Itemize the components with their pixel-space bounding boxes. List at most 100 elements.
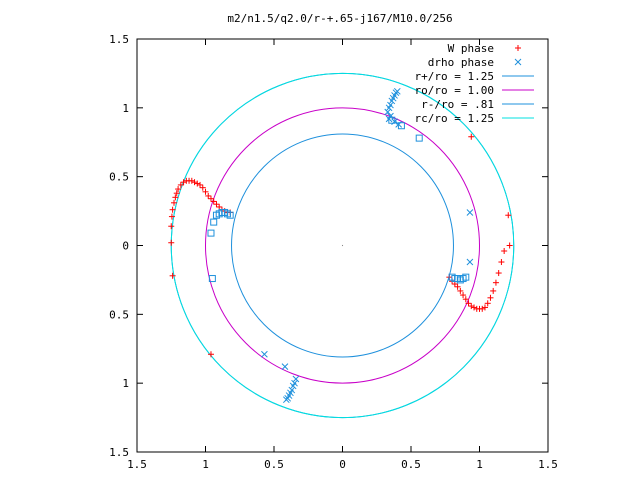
point-plus-3 (191, 179, 198, 186)
point-square-11 (226, 211, 234, 219)
point-plus-27 (169, 272, 176, 279)
point-plus-38 (471, 304, 478, 311)
y-tick-label: 1 (122, 102, 129, 115)
y-tick-label: 0.5 (109, 171, 129, 184)
point-cross-16 (289, 382, 297, 390)
point-plus-11 (213, 201, 220, 208)
y-tick-label: 1 (122, 377, 129, 390)
point-plus-48 (498, 259, 505, 266)
marker-stroke (466, 209, 474, 216)
legend-label: r+/ro = 1.25 (415, 70, 494, 83)
point-plus-25 (168, 223, 175, 230)
point-cross-21 (282, 396, 290, 404)
point-cross-22 (281, 363, 289, 371)
point-square-17 (462, 273, 470, 281)
point-square-2 (415, 134, 423, 142)
point-plus-5 (197, 181, 204, 188)
point-plus-46 (492, 279, 499, 286)
legend-key-1 (514, 58, 522, 66)
point-plus-41 (479, 305, 486, 312)
legend-label: r-/ro = .81 (421, 98, 494, 111)
marker-stroke (261, 350, 268, 358)
point-square-0 (388, 116, 396, 124)
point-plus-32 (454, 283, 461, 290)
y-tick-label: 0.5 (109, 308, 129, 321)
point-plus-18 (177, 181, 184, 188)
marker-stroke (462, 273, 470, 281)
point-plus-19 (175, 186, 182, 193)
marker-stroke (466, 258, 474, 266)
point-plus-50 (506, 242, 513, 249)
marker-stroke (514, 58, 522, 66)
point-plus-43 (484, 300, 491, 307)
x-tick-label: 1.5 (127, 458, 147, 471)
point-cross-0 (384, 108, 392, 116)
point-cross-7 (393, 87, 401, 95)
chart-title: m2/n1.5/q2.0/r-+.65-j167/M10.0/256 (227, 12, 452, 25)
point-plus-26 (168, 239, 175, 246)
point-plus-49 (501, 248, 508, 255)
marker-stroke (226, 211, 234, 219)
point-plus-8 (205, 192, 212, 199)
marker-stroke (208, 275, 216, 283)
legend-label: ro/ro = 1.00 (415, 84, 494, 97)
legend-label: rc/ro = 1.25 (415, 112, 494, 125)
point-cross-23 (261, 350, 268, 358)
point-plus-31 (451, 281, 458, 288)
point-plus-52 (468, 133, 475, 140)
point-plus-28 (207, 351, 214, 358)
marker-stroke (282, 396, 290, 404)
point-plus-2 (188, 177, 195, 184)
point-plus-21 (172, 194, 179, 201)
x-tick-label: 1 (476, 458, 483, 471)
legend-key-0 (515, 45, 521, 51)
point-plus-24 (168, 213, 175, 220)
point-plus-4 (194, 180, 201, 187)
point-plus-6 (199, 184, 206, 191)
x-tick-label: 1.5 (538, 458, 558, 471)
point-plus-44 (487, 294, 494, 301)
point-plus-7 (202, 188, 209, 195)
point-cross-12 (466, 209, 474, 216)
circle-series-2 (231, 133, 454, 358)
marker-stroke (384, 108, 392, 116)
x-tick-label: 0.5 (264, 458, 284, 471)
marker-stroke (393, 87, 401, 95)
point-plus-45 (490, 287, 497, 294)
marker-stroke (289, 382, 297, 390)
y-tick-label: 0 (122, 240, 129, 253)
point-plus-10 (210, 198, 217, 205)
origin-dot (341, 244, 344, 247)
point-plus-23 (169, 206, 176, 213)
marker-stroke (210, 218, 218, 226)
point-square-3 (210, 218, 218, 226)
point-plus-17 (180, 179, 187, 186)
point-plus-35 (462, 296, 469, 303)
point-plus-22 (170, 199, 177, 206)
marker-stroke (292, 375, 300, 383)
point-plus-33 (457, 287, 464, 294)
point-plus-51 (505, 212, 512, 219)
x-tick-label: 0.5 (401, 458, 421, 471)
marker-stroke (387, 101, 394, 109)
point-plus-34 (460, 292, 467, 299)
point-plus-20 (173, 190, 180, 197)
y-tick-label: 1.5 (109, 33, 129, 46)
legend-label: W phase (448, 42, 494, 55)
marker-stroke (207, 229, 215, 237)
point-cross-13 (466, 258, 474, 266)
marker-stroke (388, 116, 396, 124)
x-axis: 1.5 1 0.5 0 0.5 1 1.5 (127, 39, 558, 471)
circle-series-1 (205, 107, 480, 384)
point-square-1 (397, 122, 405, 130)
data-markers (168, 87, 513, 404)
point-cross-14 (292, 375, 300, 383)
point-square-5 (208, 275, 216, 283)
marker-stroke (281, 363, 289, 371)
x-tick-label: 0 (339, 458, 346, 471)
point-square-4 (207, 229, 215, 237)
y-tick-label: 1.5 (109, 446, 129, 459)
x-tick-label: 1 (202, 458, 209, 471)
